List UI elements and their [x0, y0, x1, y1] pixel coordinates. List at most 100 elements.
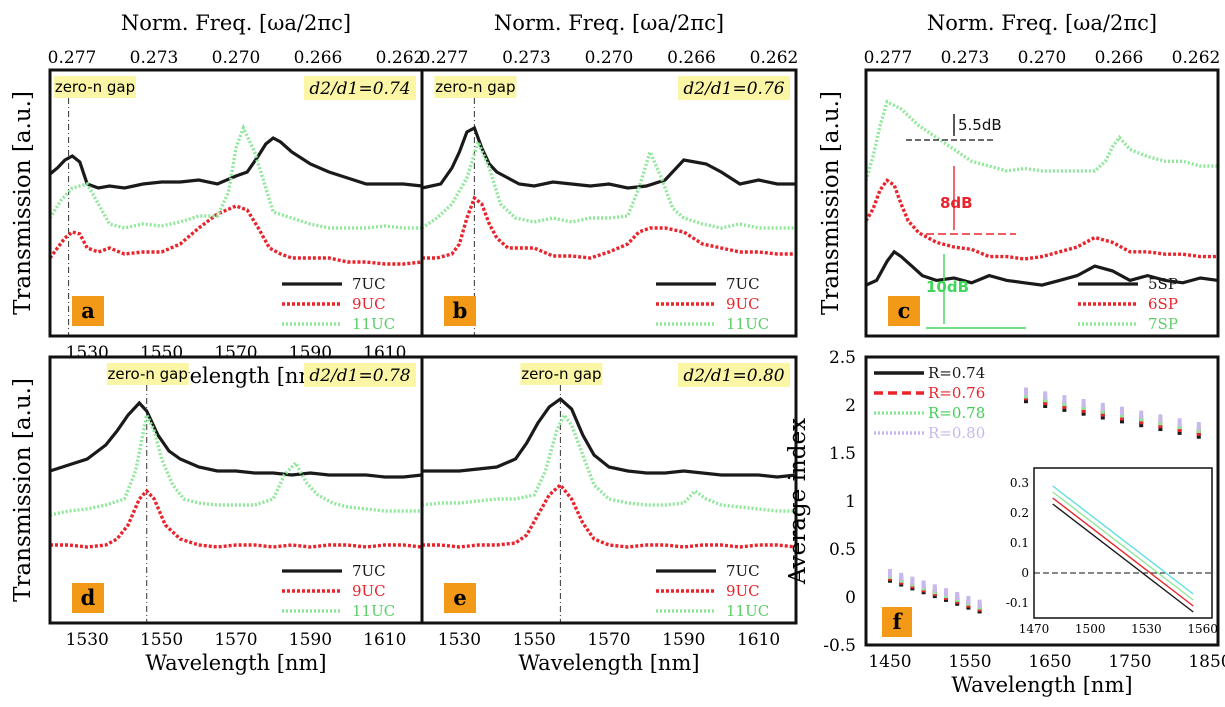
panel-letter-badge [72, 583, 104, 613]
legend-label: 7SP [1148, 315, 1178, 333]
legend-label: R=0.78 [928, 404, 985, 422]
inset-y-tick-label: 0 [1021, 566, 1029, 580]
x-tick-label: 1610 [363, 630, 406, 650]
ratio-label: d2/d1=0.80 [683, 366, 784, 386]
dB-label: 10dB [926, 278, 969, 296]
x-tick-label: 1530 [66, 343, 109, 363]
panel-d: zero-n gap d2/d1=0.78 7UC 9UC 11UC d [48, 355, 424, 625]
scatter-point [1024, 387, 1028, 396]
panel-e: zero-n gap d2/d1=0.80 7UC 9UC 11UC e [420, 355, 798, 625]
legend-label: 7UC [726, 275, 760, 293]
scatter-point [932, 584, 937, 593]
panel-b: zero-n gap d2/d1=0.76 7UC 9UC 11UC b [420, 68, 798, 338]
legend-label: 7UC [352, 562, 386, 580]
scatter-point [1120, 406, 1124, 415]
panel-frame-c [864, 68, 1220, 338]
panel-letter-badge [444, 583, 476, 613]
series-line-11UC [49, 409, 422, 517]
panel-letter-badge [444, 296, 476, 326]
scatter-point [921, 580, 926, 589]
series-line-11UC [421, 137, 796, 230]
ratio-badge [678, 363, 790, 387]
inset-x-tick-label: 1470 [1019, 622, 1050, 636]
series-line-7UC [48, 136, 423, 190]
inset-x-tick-label: 1500 [1075, 622, 1106, 636]
scatter-point [1158, 414, 1163, 423]
y-tick-label: 1 [845, 492, 856, 512]
inset-x-tick-label: 1530 [1131, 622, 1162, 636]
series-line-9UC [422, 482, 797, 549]
top-tick-label: 0.273 [502, 48, 551, 68]
panel-letter: f [892, 609, 903, 634]
scatter-point [1062, 395, 1067, 404]
top-tick-label: 0.277 [420, 48, 469, 68]
x-tick-label: 1610 [737, 630, 780, 650]
scatter-point [955, 592, 960, 600]
x-tick-label: 1550 [140, 343, 183, 363]
panel-letter: e [453, 585, 466, 610]
series-line-11UC [48, 123, 422, 230]
inset-frame [1033, 467, 1213, 619]
zero-n-gap-label: zero-n gap [55, 78, 135, 96]
y-axis-label-f: Average index [785, 418, 811, 585]
x-tick-label: 1850 [1188, 652, 1225, 672]
ratio-badge [304, 76, 416, 100]
top-tick-label: 0.266 [294, 48, 343, 68]
y-tick-label: 2 [845, 396, 856, 416]
x-tick-label: 1570 [587, 630, 630, 650]
series-line-7UC [421, 125, 796, 190]
inset-line [1052, 503, 1194, 613]
inset-y-tick-label: -0.1 [1006, 596, 1029, 610]
x-tick-label: 1530 [438, 630, 481, 650]
inset-line [1052, 485, 1194, 595]
dB-label: 8dB [940, 194, 973, 212]
legend-label: 9UC [726, 295, 760, 313]
inset-y-tick-label: 0.1 [1010, 536, 1029, 550]
series-line-5SP [865, 249, 1219, 287]
legend-label: 11UC [726, 315, 769, 333]
panel-letter-badge [888, 296, 920, 326]
inset-x-tick-label: 1560 [1187, 622, 1218, 636]
scatter-point [1177, 418, 1182, 427]
scatter-point [1139, 410, 1144, 419]
panel-c: 5SP 6SP 7SP c [864, 68, 1220, 338]
scatter-point [1100, 402, 1105, 411]
inset-line [1052, 491, 1194, 601]
x-axis-label: Wavelength [nm] [518, 651, 699, 675]
dB-label: 5.5dB [958, 116, 1002, 134]
legend-label: 9UC [726, 582, 760, 600]
ratio-label: d2/d1=0.76 [683, 79, 784, 99]
top-tick-label: 0.273 [130, 48, 179, 68]
x-tick-label: 1550 [140, 630, 183, 650]
zero-n-gap-label: zero-n gap [435, 78, 515, 96]
panel-frame-e [420, 355, 798, 625]
x-tick-label: 1590 [662, 630, 705, 650]
top-tick-label: 0.270 [212, 48, 261, 68]
panel-c-annotations: 5.5dB 8dB 10dB [906, 114, 1026, 329]
series-line-9UC [50, 488, 423, 549]
y-tick-label: -0.5 [823, 636, 856, 656]
scatter-point [888, 568, 892, 577]
scatter-point [1043, 391, 1048, 400]
top-tick-label: 0.262 [750, 48, 799, 68]
x-tick-label: 1570 [214, 343, 257, 363]
panel-frame-b [420, 68, 798, 338]
panel-letter-badge [72, 296, 104, 326]
top-tick-label: 0.273 [941, 48, 990, 68]
top-axis-title-b: Norm. Freq. [ωa/2πc] [494, 11, 724, 35]
scatter-point [910, 576, 915, 585]
scatter-point [977, 599, 982, 608]
scatter-point [966, 595, 971, 604]
ratio-label: d2/d1=0.74 [309, 79, 410, 99]
top-tick-label: 0.262 [1172, 48, 1221, 68]
ratio-badge [678, 76, 790, 100]
top-tick-label: 0.270 [585, 48, 634, 68]
x-tick-label: 1590 [289, 343, 332, 363]
x-tick-label: 1650 [1028, 652, 1071, 672]
inset-y-tick-label: 0.2 [1010, 506, 1029, 520]
top-tick-label: 0.270 [1018, 48, 1067, 68]
top-tick-label: 0.266 [1095, 48, 1144, 68]
y-axis-label-top: Transmission [a.u.] [10, 91, 36, 315]
zero-n-gap-badge [106, 363, 189, 385]
